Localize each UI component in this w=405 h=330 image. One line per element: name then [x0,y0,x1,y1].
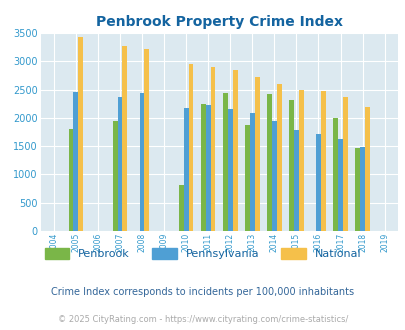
Bar [298,89,303,231]
Bar [249,113,254,231]
Bar [276,84,281,231]
Bar [333,118,337,231]
Bar [337,139,342,231]
Bar [320,91,325,231]
Text: © 2025 CityRating.com - https://www.cityrating.com/crime-statistics/: © 2025 CityRating.com - https://www.city… [58,315,347,324]
Bar [222,93,227,231]
Bar [200,104,205,231]
Bar [364,107,369,231]
Bar [68,129,73,231]
Bar [183,108,188,231]
Bar [205,105,210,231]
Bar [232,70,237,231]
Legend: Penbrook, Pennsylvania, National: Penbrook, Pennsylvania, National [40,243,365,263]
Bar [288,100,293,231]
Bar [271,121,276,231]
Bar [254,77,259,231]
Bar [117,97,122,231]
Bar [227,109,232,231]
Bar [359,147,364,231]
Bar [354,148,359,231]
Text: Crime Index corresponds to incidents per 100,000 inhabitants: Crime Index corresponds to incidents per… [51,287,354,297]
Bar [78,37,83,231]
Bar [315,134,320,231]
Bar [342,97,347,231]
Bar [179,184,183,231]
Bar [113,121,117,231]
Bar [139,93,144,231]
Bar [73,92,78,231]
Bar [245,125,249,231]
Bar [122,46,127,231]
Bar [210,67,215,231]
Bar [144,50,149,231]
Title: Penbrook Property Crime Index: Penbrook Property Crime Index [96,15,342,29]
Bar [293,130,298,231]
Bar [188,64,193,231]
Bar [266,93,271,231]
